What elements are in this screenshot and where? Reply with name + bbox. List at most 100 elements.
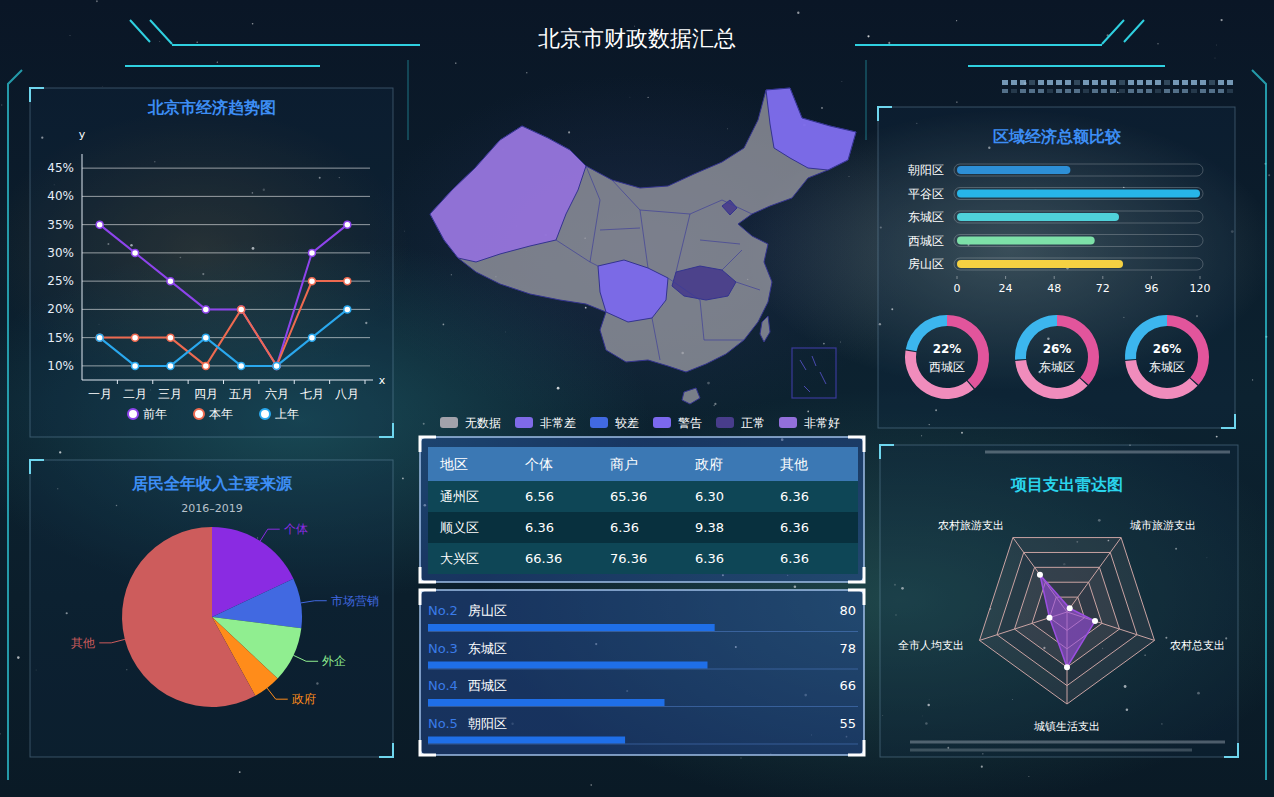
line-marker bbox=[167, 278, 174, 285]
bar-track bbox=[428, 706, 858, 707]
axis-title: x bbox=[379, 374, 386, 387]
category-label: 西城区 bbox=[908, 234, 944, 248]
radar-area bbox=[1040, 575, 1095, 667]
line-marker bbox=[308, 278, 315, 285]
rank-label: No.3 bbox=[428, 641, 458, 656]
map-region bbox=[598, 260, 668, 322]
frame-dot bbox=[1200, 80, 1206, 85]
star bbox=[505, 331, 507, 333]
tick-label: 48 bbox=[1047, 282, 1061, 295]
data-label: 26% bbox=[1043, 342, 1072, 356]
tick-label: 15% bbox=[47, 331, 74, 345]
panel bbox=[880, 445, 1238, 757]
legend-label: 本年 bbox=[209, 407, 233, 421]
panel bbox=[30, 88, 393, 437]
map-border bbox=[668, 278, 704, 340]
star bbox=[821, 107, 823, 109]
frame-line bbox=[1252, 70, 1266, 780]
frame-dot bbox=[1101, 80, 1107, 85]
x-tick bbox=[1005, 276, 1006, 279]
panel bbox=[878, 107, 1235, 428]
star bbox=[1117, 92, 1118, 93]
pie-leader bbox=[260, 529, 280, 541]
map-legend-label: 无数据 bbox=[465, 416, 501, 430]
map-legend-label: 警告 bbox=[678, 416, 702, 430]
frame-dot bbox=[1164, 89, 1170, 93]
star bbox=[217, 62, 218, 63]
line-series bbox=[96, 221, 351, 369]
x-tick bbox=[294, 380, 295, 384]
map-legend-swatch bbox=[653, 417, 671, 428]
bar bbox=[428, 699, 665, 706]
frame-dot bbox=[1002, 80, 1008, 85]
frame-dot bbox=[1173, 89, 1179, 93]
table-row-bg bbox=[428, 543, 858, 574]
category-label: 东城区 bbox=[1149, 360, 1185, 374]
star bbox=[921, 435, 922, 436]
panel-frame bbox=[30, 88, 393, 437]
panel bbox=[30, 460, 393, 757]
star bbox=[888, 42, 890, 44]
ranking-frame bbox=[420, 590, 864, 755]
frame-dot bbox=[1119, 80, 1125, 85]
pie-label: 市场营销 bbox=[331, 594, 379, 608]
star bbox=[557, 387, 560, 390]
star bbox=[443, 324, 445, 326]
star bbox=[823, 343, 825, 345]
frame-dot bbox=[1110, 89, 1116, 93]
category-label: 东城区 bbox=[908, 210, 944, 224]
radar-point bbox=[1064, 664, 1070, 670]
panel-deco bbox=[910, 741, 1225, 744]
bar bbox=[957, 260, 1123, 268]
star bbox=[59, 451, 61, 453]
star bbox=[455, 62, 456, 63]
map-border bbox=[704, 340, 744, 341]
data-label: 26% bbox=[1153, 342, 1182, 356]
data-label: 55 bbox=[839, 716, 856, 731]
line-marker bbox=[273, 362, 280, 369]
map-border bbox=[736, 282, 760, 290]
table-header: 地区 bbox=[439, 456, 468, 472]
star bbox=[403, 230, 405, 232]
star bbox=[848, 176, 849, 177]
chart-title: 北京市经济趋势图 bbox=[147, 98, 276, 117]
tick-label: 120 bbox=[1190, 282, 1211, 295]
tick-label: 八月 bbox=[335, 387, 359, 401]
star bbox=[867, 35, 869, 37]
frame-line bbox=[855, 20, 1144, 45]
line-marker bbox=[273, 362, 280, 369]
star bbox=[1157, 43, 1158, 44]
table-cell: 6.36 bbox=[525, 520, 554, 535]
frame-dot bbox=[1155, 80, 1161, 85]
map-legend-swatch bbox=[590, 417, 608, 428]
tick-label: 72 bbox=[1096, 282, 1110, 295]
panel-frame bbox=[878, 107, 1235, 428]
table-cell: 9.38 bbox=[695, 520, 724, 535]
grid-line bbox=[82, 365, 370, 366]
line-marker bbox=[167, 362, 174, 369]
category-label: 平谷区 bbox=[908, 187, 944, 201]
grid-line bbox=[82, 168, 370, 169]
map-region bbox=[722, 200, 737, 215]
tick-label: 0 bbox=[954, 282, 961, 295]
x-tick bbox=[188, 380, 189, 384]
panel-deco bbox=[910, 749, 1192, 752]
legend-marker bbox=[194, 409, 204, 419]
table-cell: 6.36 bbox=[695, 551, 724, 566]
frame-dot bbox=[1038, 80, 1044, 85]
category-label: 东城区 bbox=[468, 641, 507, 656]
star bbox=[740, 757, 741, 758]
dashboard: 北京市财政数据汇总无数据非常差较差警告正常非常好地区个体商户政府其他通州区6.5… bbox=[0, 0, 1274, 797]
line-marker bbox=[273, 362, 280, 369]
frame-dot bbox=[1056, 89, 1062, 93]
frame-line bbox=[408, 60, 409, 140]
line bbox=[100, 225, 348, 366]
x-tick bbox=[223, 380, 224, 384]
page-title: 北京市财政数据汇总 bbox=[538, 26, 736, 51]
line-marker bbox=[202, 306, 209, 313]
line-marker bbox=[132, 362, 139, 369]
frame-dot bbox=[1038, 89, 1044, 93]
panel-frame bbox=[30, 460, 393, 757]
star bbox=[402, 477, 404, 479]
pie-leader bbox=[267, 688, 288, 699]
